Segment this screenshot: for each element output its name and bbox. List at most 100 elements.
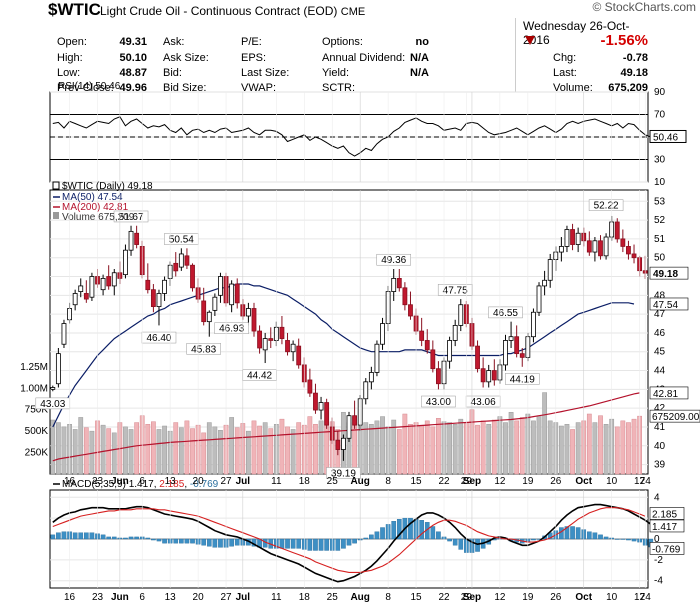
volume-bar [212,426,218,475]
x-tick-label-bottom: 16 [64,592,76,603]
volume-bar [419,424,425,475]
price-tick-label: 45 [654,347,666,358]
macd-title-part: , [154,479,160,490]
volume-bar [570,429,575,475]
macd-histogram-bar [190,538,195,544]
price-annotation: 46.40 [146,333,171,344]
macd-histogram-bar [341,538,346,549]
candle-body [586,240,592,253]
volume-bar [318,420,324,475]
legend-volume-swatch [53,212,59,219]
candle-body [631,253,637,259]
candle-body [218,276,223,296]
x-tick-label-bottom: 11 [271,592,282,603]
ask-label: Ask: [163,36,185,48]
volume-bar [61,426,67,475]
x-tick-label-mid: 10 [606,476,618,487]
price-tick-label: 44 [654,366,666,377]
macd-histogram-bar [285,538,290,549]
price-annotation: 51.67 [119,212,144,223]
volume-bar [218,430,223,475]
candle-body [408,304,413,317]
x-tick-label-bottom: 20 [193,592,205,603]
x-tick-label-mid: 12 [494,476,506,487]
macd-histogram-bar [324,538,329,551]
vwap-label: VWAP: [241,82,277,94]
candle-body [285,340,290,353]
volume-bar [564,424,570,475]
x-tick-label-bottom: 22 [438,592,450,603]
x-tick-label-mid: Jun [111,476,129,487]
macd-tick-label: 4 [654,492,660,503]
volume-tick-label: 1.25M [20,362,48,373]
down-arrow-icon [525,36,535,45]
candle-body [318,402,324,411]
volume-bar [251,420,257,475]
candle-body [402,287,408,306]
candle-body [78,285,84,292]
candle-body [419,330,425,341]
candle-body [424,340,430,351]
macd-histogram-bar [380,527,385,540]
macd-tick-label: -2 [654,555,663,566]
x-tick-label-bottom: 23 [92,592,104,603]
candle-body [592,240,598,253]
price-annotation-box [113,210,149,223]
candle-body [519,353,525,358]
candle-body [134,232,140,245]
stockcharts-brand[interactable]: © StockCharts.com [592,0,696,14]
volume-bar [368,424,374,475]
x-tick-label-mid: 23 [92,476,104,487]
candle-body [190,264,195,289]
macd-signal-line [52,507,646,573]
ma50-line [52,283,635,428]
volume-bar [234,427,240,475]
open-label: Open: [57,36,87,48]
volume-bar [475,424,480,475]
macd-histogram-bar [89,532,95,540]
price-annotation-box [488,306,523,319]
candle-body [201,300,207,323]
macd-title-part: 2.185 [159,479,184,490]
x-tick-label-mid: Sep [463,476,481,487]
x-tick-label-bottom: Jul [236,592,251,603]
volume-bar [134,422,139,475]
volume-bar [313,424,318,475]
macd-histogram-bar [78,532,84,540]
volume-bar [268,428,274,475]
macd-histogram-bar [100,534,106,540]
macd-histogram-bar [603,536,609,540]
candle-body [570,229,575,245]
macd-histogram-bar [447,538,452,542]
candle-body [251,308,257,332]
volume-bar [206,422,212,475]
volume-bar [285,426,290,475]
macd-histogram-bar [296,538,302,549]
candle-body [368,372,374,383]
candle-body [564,229,570,247]
price-annotation: 43.06 [471,397,496,408]
macd-histogram-bar [173,538,179,544]
volume-bar [508,412,514,475]
candle-body [206,311,212,323]
macd-histogram-bar [206,538,212,547]
x-tick-label-bottom: 26 [550,592,562,603]
candle-body [72,293,78,306]
candle-body [111,272,117,287]
macd-histogram-bar [436,531,441,540]
sctr-label: SCTR: [322,82,355,94]
price-annotation: 49.36 [381,255,406,266]
macd-histogram-bar [201,538,207,546]
candle-body [212,296,218,311]
x-tick-label-mid: 16 [64,476,76,487]
x-tick-label-bottom: Oct [575,592,592,603]
volume-label: Volume: [553,82,593,94]
volume-bar [436,418,441,475]
candle-body [491,370,497,381]
price-legend-entry: MA(200) 42.81 [62,202,129,213]
x-tick-label-mid: Aug [350,476,369,487]
eps-label: EPS: [241,52,267,64]
macd-histogram-bar [72,532,78,540]
